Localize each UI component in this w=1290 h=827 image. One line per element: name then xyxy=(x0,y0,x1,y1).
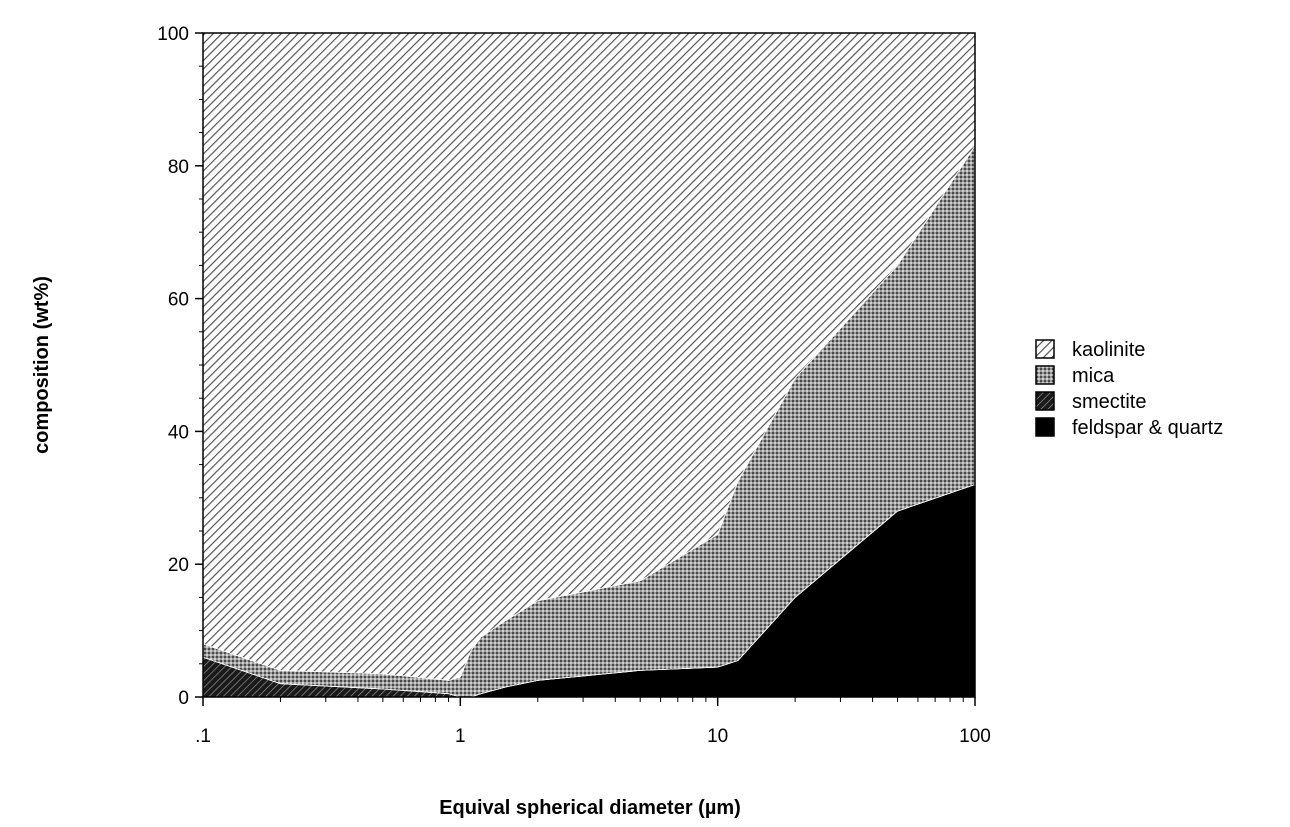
x-axis-title: Equival spherical diameter (µm) xyxy=(439,797,741,819)
y-tick-label: 20 xyxy=(168,555,189,576)
x-tick-label: 1 xyxy=(455,726,466,747)
legend-label-feldspar-and-quartz: feldspar & quartz xyxy=(1072,417,1223,439)
legend-label-smectite: smectite xyxy=(1072,391,1146,413)
y-tick-label: 60 xyxy=(168,290,189,311)
legend-swatch-smectite xyxy=(1035,391,1055,411)
x-tick-label: .1 xyxy=(195,726,211,747)
y-tick-label: 40 xyxy=(168,422,189,443)
y-tick-label: 100 xyxy=(157,24,189,45)
legend-label-mica: mica xyxy=(1072,365,1115,387)
y-tick-label: 80 xyxy=(168,157,189,178)
legend-label-kaolinite: kaolinite xyxy=(1072,339,1145,361)
axes: 0 20 40 60 80 100 .1 1 10 100 xyxy=(157,24,991,747)
y-tick-label: 0 xyxy=(178,688,189,709)
legend: kaolinite mica smectite feldspar & quartz xyxy=(1035,339,1223,439)
x-tick-label: 100 xyxy=(959,726,991,747)
y-axis-title: composition (wt%) xyxy=(31,276,53,454)
x-tick-label: 10 xyxy=(707,726,728,747)
legend-swatch-mica xyxy=(1035,365,1055,385)
legend-swatch-feldspar-and-quartz xyxy=(1035,417,1055,437)
legend-swatch-kaolinite xyxy=(1035,339,1055,359)
area-layers xyxy=(202,32,976,698)
